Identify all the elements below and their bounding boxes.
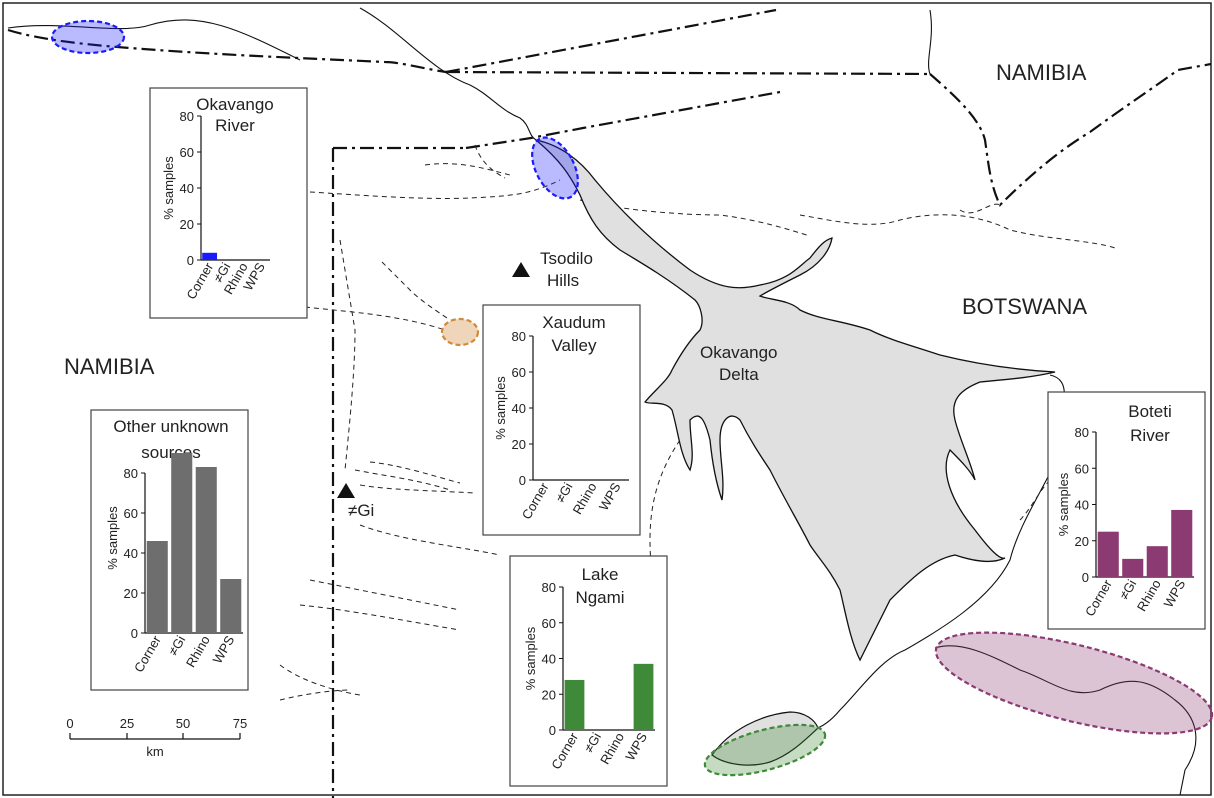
scale-bar: 0 25 50 75 km: [66, 716, 247, 759]
border-namibia-botswana-east: [929, 62, 1212, 207]
y-tick-label: 80: [124, 466, 138, 481]
label-gi: ≠Gi: [348, 501, 374, 520]
y-tick-label: 60: [124, 506, 138, 521]
chart-frame: [90, 409, 249, 691]
chart-frame: [149, 87, 308, 319]
y-tick-label: 40: [512, 401, 526, 416]
chart-title: Boteti: [1128, 402, 1171, 421]
y-tick-label: 60: [1075, 461, 1089, 476]
y-tick-label: 20: [1075, 534, 1089, 549]
kwando-river: [928, 9, 932, 75]
border-panhandle-top: [465, 90, 781, 150]
bar-corner: [1097, 531, 1119, 577]
scale-tick-75: 75: [233, 716, 247, 731]
label-namibia-north: NAMIBIA: [996, 60, 1087, 85]
y-tick-label: 20: [542, 687, 556, 702]
source-boteti: [934, 631, 1214, 735]
y-tick-label: 40: [180, 181, 194, 196]
bar-not-gi: [1122, 558, 1144, 577]
source-okavango-upper: [50, 19, 126, 55]
y-tick-label: 0: [131, 626, 138, 641]
border-caprivi-south: [7, 28, 447, 74]
y-axis-label: % samples: [105, 506, 120, 570]
y-tick-label: 0: [187, 253, 194, 268]
scale-tick-50: 50: [176, 716, 190, 731]
bar-not-gi: [171, 453, 193, 633]
label-botswana: BOTSWANA: [962, 294, 1087, 319]
label-namibia-west: NAMIBIA: [64, 354, 155, 379]
bar-corner: [564, 679, 585, 730]
source-xaudum: [440, 317, 480, 347]
y-tick-label: 20: [180, 217, 194, 232]
y-axis-label: % samples: [493, 376, 508, 440]
y-tick-label: 20: [124, 586, 138, 601]
y-tick-label: 0: [519, 473, 526, 488]
y-tick-label: 60: [542, 616, 556, 631]
chart-title: Valley: [551, 336, 597, 355]
label-delta-1: Okavango: [700, 343, 778, 362]
tsodilo-marker-icon: [512, 262, 530, 277]
chart-title: Xaudum: [542, 313, 605, 332]
y-tick-label: 80: [1075, 425, 1089, 440]
y-tick-label: 60: [512, 365, 526, 380]
label-tsodilo-2: Hills: [547, 271, 579, 290]
scale-tick-25: 25: [120, 716, 134, 731]
y-tick-label: 40: [542, 652, 556, 667]
y-tick-label: 80: [542, 580, 556, 595]
chart-title: River: [215, 116, 255, 135]
scale-tick-0: 0: [66, 716, 73, 731]
bar-rhino: [195, 467, 217, 633]
bar-rhino: [1146, 546, 1168, 577]
border-western: [331, 146, 466, 798]
y-tick-label: 40: [1075, 498, 1089, 513]
west-river: [7, 19, 301, 61]
y-axis-label: % samples: [1056, 472, 1071, 536]
scale-unit: km: [146, 744, 163, 759]
y-tick-label: 0: [1082, 570, 1089, 585]
chart-title: Okavango: [196, 95, 274, 114]
y-tick-label: 80: [512, 329, 526, 344]
bar-wps: [220, 579, 242, 633]
bar-wps: [1171, 509, 1193, 577]
chart-title: River: [1130, 426, 1170, 445]
label-delta-2: Delta: [719, 365, 759, 384]
gi-marker-icon: [337, 483, 355, 498]
y-tick-label: 80: [180, 109, 194, 124]
boteti-course: [934, 645, 1197, 796]
international-borders: [7, 8, 1212, 798]
y-axis-label: % samples: [161, 156, 176, 220]
bar-corner: [146, 541, 168, 633]
okavango-delta: [535, 139, 1056, 662]
chart-title: Ngami: [575, 588, 624, 607]
y-tick-label: 60: [180, 145, 194, 160]
label-tsodilo-1: Tsodilo: [540, 249, 593, 268]
source-lake-ngami: [703, 723, 827, 777]
bar-corner: [202, 252, 218, 260]
y-axis-label: % samples: [523, 626, 538, 690]
chart-frame: [482, 304, 641, 536]
y-tick-label: 0: [549, 723, 556, 738]
y-tick-label: 20: [512, 437, 526, 452]
border-caprivi-north: [445, 8, 777, 74]
chart-title: Other unknown: [113, 417, 228, 436]
chart-title: Lake: [582, 565, 619, 584]
source-okavango-panhandle: [531, 136, 579, 200]
okavango-upper: [359, 7, 537, 141]
bar-wps: [633, 663, 654, 730]
y-tick-label: 40: [124, 546, 138, 561]
